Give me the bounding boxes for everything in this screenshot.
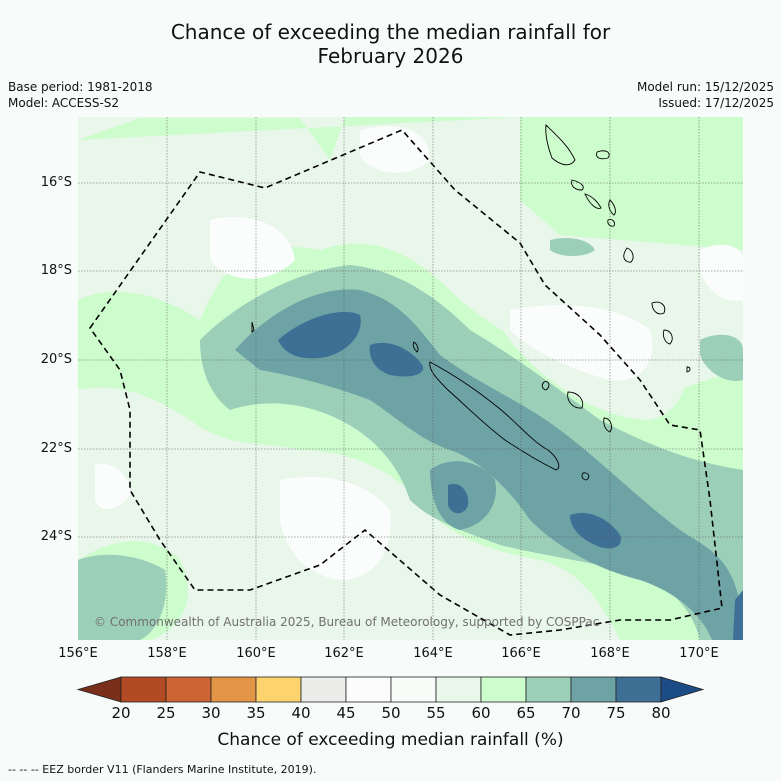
lat-label-22s: 22°S (40, 441, 72, 456)
eez-border (89, 129, 723, 636)
lon-label-164e: 164°E (413, 646, 453, 661)
colorbar-bin-25-30 (165, 676, 212, 703)
colorbar-tick-50: 50 (381, 704, 401, 722)
contour-75-80 (278, 311, 743, 640)
lat-label-16s: 16°S (40, 175, 72, 190)
colorbar-tick-65: 65 (516, 704, 536, 722)
new-caledonia-island (429, 361, 560, 471)
colorbar-bin-70-75 (570, 676, 617, 703)
model-run-text: Model run: 15/12/2025 (636, 80, 774, 94)
lon-label-160e: 160°E (236, 646, 276, 661)
colorbar-label: Chance of exceeding median rainfall (%) (217, 730, 564, 750)
lat-label-24s: 24°S (40, 529, 72, 544)
colorbar-tick-40: 40 (291, 704, 311, 722)
lon-label-156e: 156°E (58, 646, 98, 661)
lon-label-158e: 158°E (147, 646, 187, 661)
colorbar-tick-20: 20 (111, 704, 131, 722)
colorbar-bin-20-25 (120, 676, 167, 703)
colorbar-tick-80: 80 (651, 704, 671, 722)
colorbar-bin-45-50 (345, 676, 392, 703)
lon-label-166e: 166°E (501, 646, 541, 661)
colorbar-tick-30: 30 (201, 704, 221, 722)
colorbar (76, 676, 705, 703)
colorbar-bin-35-40 (255, 676, 302, 703)
colorbar-tick-55: 55 (426, 704, 446, 722)
copyright-text: © Commonwealth of Australia 2025, Bureau… (94, 615, 599, 629)
colorbar-bin-30-35 (210, 676, 257, 703)
colorbar-bin-55-60 (435, 676, 482, 703)
model-text: Model: ACCESS-S2 (8, 96, 120, 110)
lat-label-18s: 18°S (40, 263, 72, 278)
colorbar-bin-65-70 (525, 676, 572, 703)
vanuatu-islands (251, 124, 691, 481)
lon-label-168e: 168°E (590, 646, 630, 661)
colorbar-bin-60-65 (480, 676, 527, 703)
colorbar-tick-60: 60 (471, 704, 491, 722)
colorbar-extend-low (76, 676, 122, 703)
eez-legend-text: -- -- -- EEZ border V11 (Flanders Marine… (8, 763, 317, 776)
colorbar-bin-75-80 (615, 676, 662, 703)
colorbar-tick-25: 25 (156, 704, 176, 722)
issued-text: Issued: 17/12/2025 (658, 96, 774, 110)
colorbar-bin-40-45 (300, 676, 347, 703)
colorbar-tick-35: 35 (246, 704, 266, 722)
lat-label-20s: 20°S (40, 352, 72, 367)
lon-label-162e: 162°E (324, 646, 364, 661)
colorbar-tick-70: 70 (561, 704, 581, 722)
colorbar-tick-75: 75 (606, 704, 626, 722)
chart-title-line-2: February 2026 (317, 44, 464, 68)
colorbar-tick-45: 45 (336, 704, 356, 722)
base-period-text: Base period: 1981-2018 (8, 80, 153, 94)
colorbar-bin-50-55 (390, 676, 437, 703)
colorbar-extend-high (660, 676, 705, 703)
lon-label-170e: 170°E (679, 646, 719, 661)
graticule (78, 117, 743, 640)
chart-title-line-1: Chance of exceeding the median rainfall … (170, 20, 611, 44)
